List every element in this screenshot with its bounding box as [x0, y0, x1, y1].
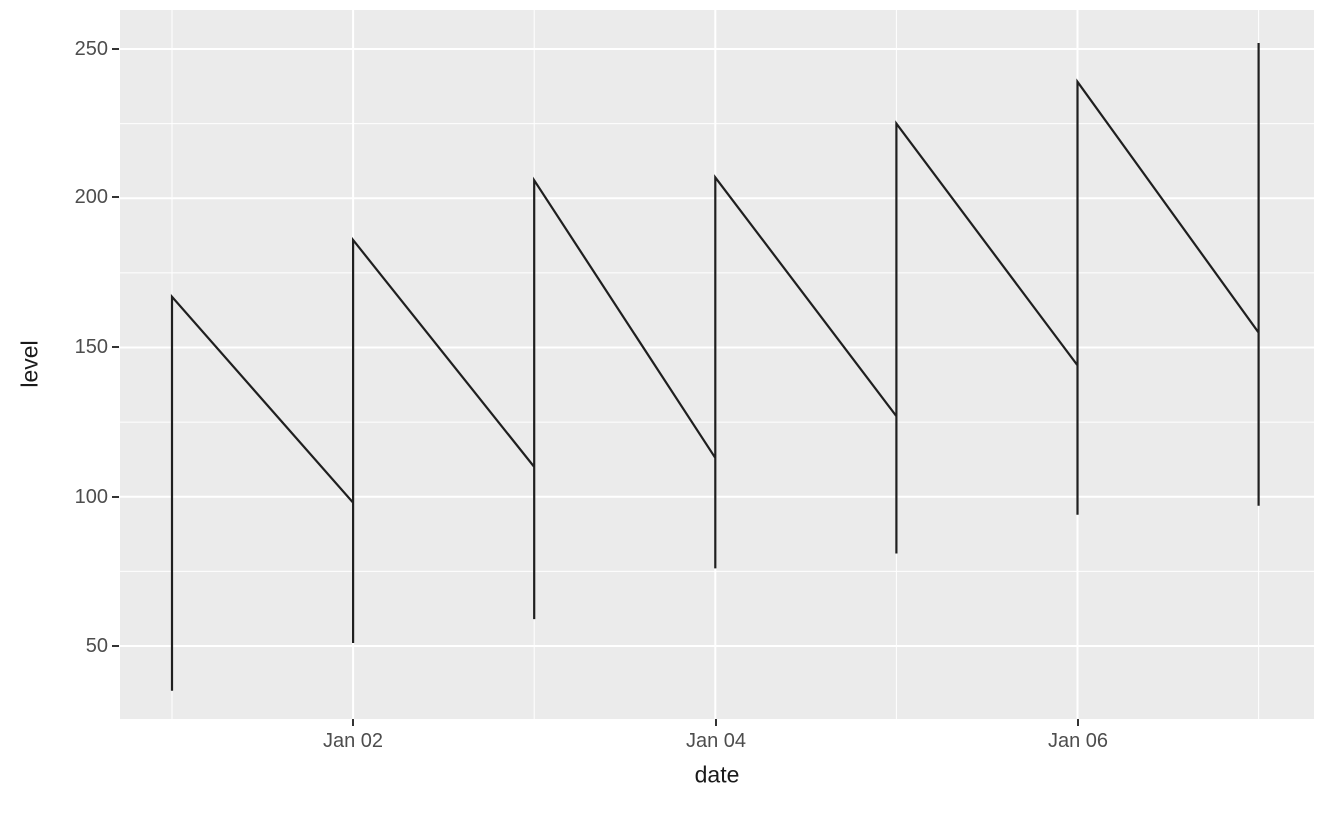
plot-panel [120, 10, 1314, 719]
y-tick-label: 200 [74, 186, 108, 208]
x-tick-label: Jan 04 [685, 730, 747, 752]
y-tick-mark [112, 196, 119, 198]
x-tick-label: Jan 02 [322, 730, 384, 752]
x-tick-mark [1077, 719, 1079, 726]
x-tick-mark [352, 719, 354, 726]
y-tick-label: 50 [85, 635, 108, 657]
y-tick-label: 150 [74, 336, 108, 358]
y-tick-label: 250 [74, 38, 108, 60]
x-tick-mark [715, 719, 717, 726]
x-tick-label: Jan 06 [1047, 730, 1109, 752]
y-tick-mark [112, 48, 119, 50]
y-tick-mark [112, 496, 119, 498]
y-axis-title: level [16, 340, 43, 388]
y-tick-label: 100 [74, 486, 108, 508]
y-tick-mark [112, 645, 119, 647]
plot-area [120, 10, 1314, 719]
x-axis-title: date [694, 761, 740, 788]
y-tick-mark [112, 346, 119, 348]
